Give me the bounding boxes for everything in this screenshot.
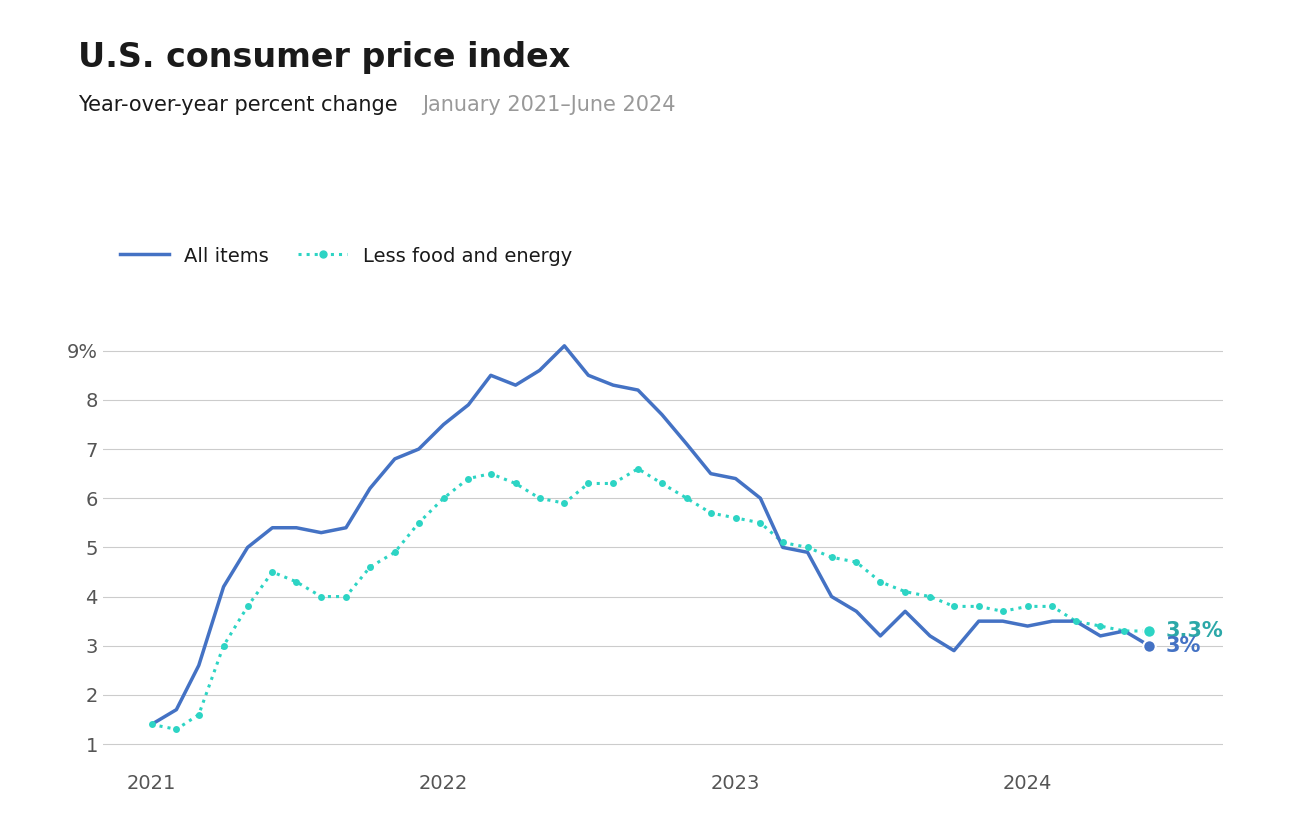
Text: 3%: 3% xyxy=(1166,636,1201,656)
Text: 3.3%: 3.3% xyxy=(1166,621,1224,641)
Text: January 2021–June 2024: January 2021–June 2024 xyxy=(422,95,675,115)
Legend: All items, Less food and energy: All items, Less food and energy xyxy=(113,238,580,274)
Text: U.S. consumer price index: U.S. consumer price index xyxy=(78,41,570,74)
Text: Year-over-year percent change: Year-over-year percent change xyxy=(78,95,397,115)
